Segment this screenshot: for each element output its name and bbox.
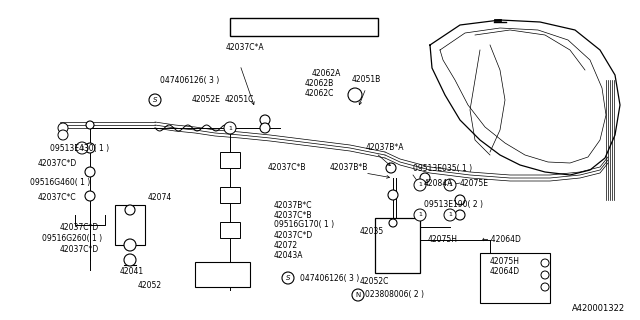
Circle shape [541,259,549,267]
Text: 1: 1 [237,24,243,30]
Text: 42037C*D: 42037C*D [60,245,99,254]
Text: 42037B*B: 42037B*B [330,164,369,172]
Circle shape [444,209,456,221]
Circle shape [58,130,68,140]
Text: 023808006( 2 ): 023808006( 2 ) [365,291,424,300]
Circle shape [414,209,426,221]
Text: 42037B*A: 42037B*A [366,143,404,153]
Text: 1: 1 [228,125,232,131]
Circle shape [352,289,364,301]
Bar [375,218,420,273]
Text: 047406126( 3 ): 047406126( 3 ) [300,274,359,283]
Circle shape [414,179,426,191]
Text: 42062C: 42062C [305,89,334,98]
Text: 42037C*B: 42037C*B [268,164,307,172]
Bar [220,152,240,168]
Circle shape [224,122,236,134]
Text: 42062B: 42062B [305,78,334,87]
Text: 09516G170( 1 ): 09516G170( 1 ) [274,220,334,229]
Bar [115,205,145,245]
Text: 092310504( 8 ): 092310504( 8 ) [252,22,317,31]
Circle shape [388,190,398,200]
Text: 42084A: 42084A [424,179,453,188]
Circle shape [445,180,455,190]
Text: 42037C*D: 42037C*D [38,158,77,167]
Circle shape [125,205,135,215]
Text: 42037C*A: 42037C*A [226,44,264,52]
Text: 09516G460( 1 ): 09516G460( 1 ) [30,179,90,188]
Text: 09513E430( 1 ): 09513E430( 1 ) [50,143,109,153]
Circle shape [541,283,549,291]
Circle shape [124,254,136,266]
Circle shape [455,195,465,205]
Text: 09513E035( 1 ): 09513E035( 1 ) [413,164,472,172]
Circle shape [386,163,396,173]
Text: S: S [285,275,291,281]
Text: 42037C*C: 42037C*C [38,194,77,203]
Circle shape [420,173,430,183]
Bar [220,187,240,203]
Text: 42051B: 42051B [352,76,381,84]
Text: 1: 1 [418,212,422,218]
Text: 1: 1 [448,182,452,188]
Text: 42041: 42041 [120,268,144,276]
Text: 42037C*D: 42037C*D [60,223,99,233]
Text: 1: 1 [448,212,452,218]
Text: 1: 1 [80,146,84,150]
Circle shape [260,123,270,133]
Circle shape [541,271,549,279]
Text: 42074: 42074 [148,194,172,203]
Circle shape [444,179,456,191]
Text: ← 42064D: ← 42064D [482,236,521,244]
Text: 42064D: 42064D [490,268,520,276]
Text: S: S [153,97,157,103]
Text: 42037C*D: 42037C*D [274,230,313,239]
Circle shape [455,210,465,220]
Text: 42052: 42052 [138,281,162,290]
Circle shape [76,142,88,154]
Circle shape [389,219,397,227]
Circle shape [85,167,95,177]
Text: A420001322: A420001322 [572,304,625,313]
Text: 42052E: 42052E [192,95,221,105]
Circle shape [85,191,95,201]
Text: 42075E: 42075E [460,179,489,188]
Text: 42075H: 42075H [490,258,520,267]
Circle shape [225,123,235,133]
Text: 42037C*B: 42037C*B [274,211,312,220]
Circle shape [233,20,247,34]
Circle shape [86,121,94,129]
Bar [480,253,550,303]
Bar [230,18,378,36]
Text: 42043A: 42043A [274,251,303,260]
Text: 42072: 42072 [274,241,298,250]
Circle shape [124,239,136,251]
Circle shape [149,94,161,106]
Bar [195,262,250,287]
Circle shape [282,272,294,284]
Text: 42051C: 42051C [225,95,254,105]
Text: 42052C: 42052C [360,277,389,286]
Text: 42075H: 42075H [428,236,458,244]
Bar [220,222,240,238]
Circle shape [58,123,68,133]
Text: 42035: 42035 [360,228,384,236]
Text: N: N [355,292,360,298]
Text: 09513E190( 2 ): 09513E190( 2 ) [424,201,483,210]
Text: 42062A: 42062A [312,68,341,77]
Text: 09516G260( 1 ): 09516G260( 1 ) [42,234,102,243]
Text: 42037B*C: 42037B*C [274,201,312,210]
Text: 047406126( 3 ): 047406126( 3 ) [160,76,220,84]
Circle shape [348,88,362,102]
Text: 1: 1 [418,182,422,188]
Circle shape [85,143,95,153]
Circle shape [260,115,270,125]
